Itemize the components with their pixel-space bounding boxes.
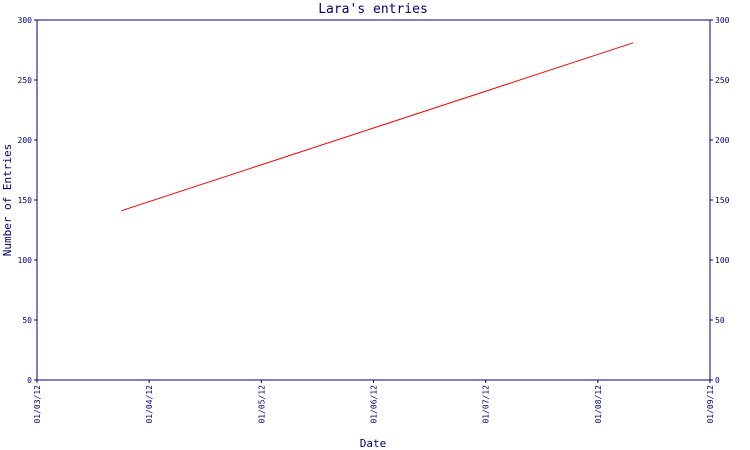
y-axis-title: Number of Entries [1, 144, 14, 257]
y-tick-label-right: 200 [715, 136, 730, 145]
y-tick-label-left: 150 [18, 196, 33, 205]
x-axis-title: Date [360, 437, 387, 450]
series-line [120, 42, 634, 212]
x-axis: 01/03/12 01/04/12 01/05/12 01/06/12 01/07/12… [33, 380, 715, 424]
y-tick-label-left: 0 [27, 376, 32, 385]
y-axis-left: 0 50 100 150 200 250 300 [18, 16, 37, 385]
y-tick-label-left: 100 [18, 256, 33, 265]
x-tick-label: 01/04/12 [145, 385, 154, 424]
y-tick-label-right: 0 [715, 376, 720, 385]
chart-title: Lara's entries [318, 2, 428, 17]
x-tick-label: 01/05/12 [257, 385, 266, 424]
plot-area-frame [36, 19, 711, 381]
y-tick-label-left: 250 [18, 76, 33, 85]
y-axis-right: 0 50 100 150 200 250 300 [710, 16, 730, 385]
y-tick-label-left: 300 [18, 16, 33, 25]
y-tick-label-left: 50 [22, 316, 32, 325]
x-tick-label: 01/07/12 [482, 385, 491, 424]
y-tick-label-right: 250 [715, 76, 730, 85]
x-tick-label: 01/08/12 [594, 385, 603, 424]
y-tick-label-left: 200 [18, 136, 33, 145]
y-tick-label-right: 100 [715, 256, 730, 265]
x-tick-label: 01/09/12 [706, 385, 715, 424]
y-tick-label-right: 300 [715, 16, 730, 25]
y-tick-label-right: 150 [715, 196, 730, 205]
x-tick-label: 01/06/12 [370, 385, 379, 424]
series-lines [120, 42, 634, 212]
x-tick-label: 01/03/12 [33, 385, 42, 424]
y-tick-label-right: 50 [715, 316, 725, 325]
